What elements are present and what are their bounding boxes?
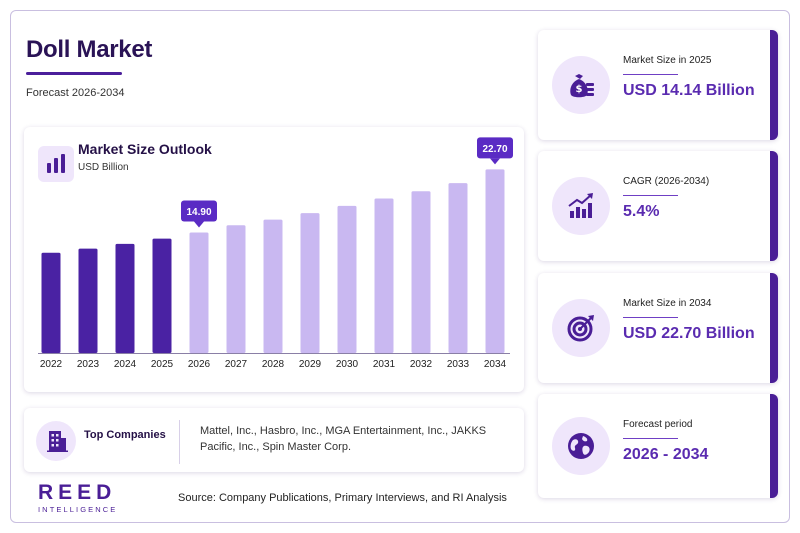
bar-chart-icon [38, 146, 74, 182]
bar-2028 [263, 219, 283, 353]
bar-2024 [115, 243, 135, 353]
brand-name: REED [38, 481, 117, 504]
data-label-pointer [490, 158, 500, 165]
kpi-value: USD 14.14 Billion [623, 82, 755, 99]
kpi-divider [623, 438, 678, 439]
kpi-accent-bar [770, 30, 778, 140]
kpi-accent-bar [770, 394, 778, 498]
kpi-divider [623, 317, 678, 318]
x-tick-label: 2029 [299, 359, 322, 370]
kpi-value: 5.4% [623, 203, 660, 220]
x-tick-label: 2023 [77, 359, 100, 370]
bar-2034 [485, 169, 505, 353]
top-companies-list: Mattel, Inc., Hasbro, Inc., MGA Entertai… [200, 425, 487, 453]
brand-subtitle: INTELLIGENCE [38, 505, 118, 514]
bar-2031 [374, 198, 394, 353]
data-label-bubble [477, 137, 513, 159]
svg-text:$: $ [576, 84, 583, 95]
bar-2025 [152, 238, 172, 353]
data-label: 22.70 [482, 144, 507, 155]
bar-2027 [226, 225, 246, 353]
title-underline [26, 72, 122, 75]
x-tick-label: 2024 [114, 359, 137, 370]
x-tick-label: 2025 [151, 359, 174, 370]
building-icon [36, 421, 76, 461]
kpi-divider [623, 74, 678, 75]
kpi-card-market-size-2034: Market Size in 2034 USD 22.70 Billion [538, 273, 778, 383]
kpi-label: Market Size in 2025 [623, 55, 712, 66]
x-tick-label: 2034 [484, 359, 507, 370]
kpi-divider [623, 195, 678, 196]
brand-logo: REED INTELLIGENCE [38, 482, 117, 514]
kpi-value: 2026 - 2034 [623, 446, 709, 463]
data-label-pointer [194, 221, 204, 228]
data-label-bubble [181, 200, 217, 222]
kpi-card-market-size-2025: $ Market Size in 2025 USD 14.14 Billion [538, 30, 778, 140]
x-tick-label: 2027 [225, 359, 248, 370]
data-label: 14.90 [186, 207, 211, 218]
x-tick-label: 2026 [188, 359, 211, 370]
x-tick-label: 2028 [262, 359, 285, 370]
kpi-accent-bar [770, 151, 778, 261]
x-tick-label: 2022 [40, 359, 63, 370]
target-icon [552, 299, 610, 357]
money-bag-icon: $ [552, 56, 610, 114]
divider [179, 420, 180, 464]
kpi-card-forecast-period: Forecast period 2026 - 2034 [538, 394, 778, 498]
kpi-card-cagr: CAGR (2026-2034) 5.4% [538, 151, 778, 261]
chart-card: Market Size Outlook USD Billion 2022 2023… [24, 127, 524, 392]
kpi-label: Market Size in 2034 [623, 298, 712, 309]
bar-2033 [448, 183, 468, 353]
source-note: Source: Company Publications, Primary In… [178, 492, 507, 504]
kpi-label: Forecast period [623, 419, 693, 430]
chart-title: Market Size Outlook [78, 141, 212, 157]
page-subtitle: Forecast 2026-2034 [26, 87, 125, 99]
bar-2023 [78, 248, 98, 353]
bar-2029 [300, 213, 320, 353]
x-tick-label: 2030 [336, 359, 359, 370]
chart-unit: USD Billion [78, 162, 129, 173]
top-companies-card: Top Companies Mattel, Inc., Hasbro, Inc.… [24, 408, 524, 472]
kpi-label: CAGR (2026-2034) [623, 176, 710, 187]
bar-2022 [41, 252, 61, 353]
x-tick-label: 2032 [410, 359, 433, 370]
x-tick-label: 2033 [447, 359, 470, 370]
top-companies-label: Top Companies [84, 429, 166, 441]
kpi-value: USD 22.70 Billion [623, 325, 755, 342]
bar-2032 [411, 191, 431, 353]
growth-chart-icon [552, 177, 610, 235]
page-title: Doll Market [26, 36, 153, 63]
bar-2026 [189, 232, 209, 353]
globe-icon [552, 417, 610, 475]
x-tick-label: 2031 [373, 359, 396, 370]
kpi-accent-bar [770, 273, 778, 383]
bar-2030 [337, 205, 357, 353]
bar-chart: 2022 2023 2024 2025 2026 14.90 2027 2028 2029 203… [38, 137, 513, 370]
